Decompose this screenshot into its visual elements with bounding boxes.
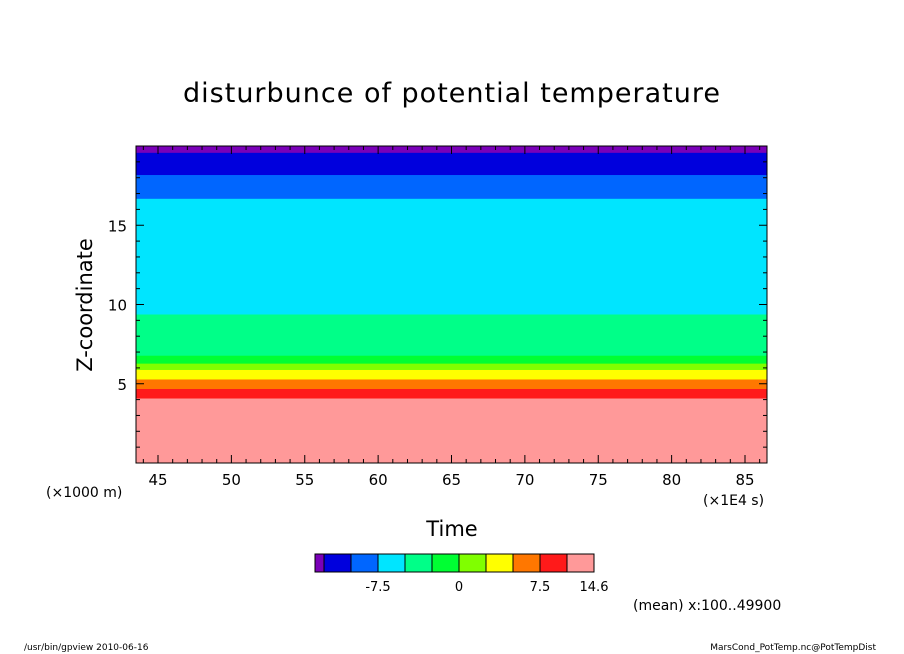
x-tick-label: 55 <box>295 471 314 489</box>
colorbar-tick-label: -7.5 <box>365 580 390 595</box>
y-axis-unit: (×1000 m) <box>46 485 122 501</box>
footer-left: /usr/bin/gpview 2010-06-16 <box>24 643 149 653</box>
x-tick-label: 70 <box>515 471 534 489</box>
y-tick-label: 15 <box>108 217 127 235</box>
contour-band-1 <box>136 388 767 399</box>
x-axis-label: Time <box>425 517 477 541</box>
colorbar-cell-8 <box>512 553 541 573</box>
mean-note: (mean) x:100..49900 <box>633 598 781 614</box>
colorbar-cell-7 <box>485 553 514 573</box>
x-tick-label: 60 <box>369 471 388 489</box>
colorbar-tick-label: 14.6 <box>580 580 609 595</box>
footer-right: MarsCond_PotTemp.nc@PotTempDist <box>710 643 876 653</box>
contour-band-2 <box>136 378 767 390</box>
colorbar-cell-6 <box>458 553 487 573</box>
contour-band-6 <box>136 314 767 356</box>
contour-band-9 <box>136 152 767 176</box>
plot-area <box>136 146 767 464</box>
colorbar-cell-1 <box>323 553 352 573</box>
x-axis-unit: (×1E4 s) <box>703 493 764 509</box>
colorbar-cell-4 <box>404 553 433 573</box>
x-tick-label: 80 <box>662 471 681 489</box>
x-tick-label: 85 <box>735 471 754 489</box>
y-axis-label: Z-coordinate <box>73 238 97 372</box>
contour-band-7 <box>136 198 767 315</box>
contour-band-0 <box>136 398 767 464</box>
x-axis: 45 50 55 60 65 70 75 80 85 <box>142 146 761 489</box>
contour-band-4 <box>136 363 767 370</box>
colorbar-cell-10 <box>566 553 595 573</box>
colorbar-cell-3 <box>377 553 406 573</box>
x-tick-label: 65 <box>442 471 461 489</box>
x-tick-label: 50 <box>222 471 241 489</box>
y-axis: 5 10 15 <box>108 161 767 448</box>
chart-title: disturbunce of potential temperature <box>183 78 721 109</box>
colorbar-cell-0 <box>314 553 325 573</box>
colorbar-tick-label: 7.5 <box>530 580 551 595</box>
x-tick-label: 45 <box>148 471 167 489</box>
colorbar-tick-label: 0 <box>455 580 463 595</box>
colorbar <box>314 553 595 573</box>
contour-band-8 <box>136 174 767 199</box>
colorbar-cell-9 <box>539 553 568 573</box>
y-tick-label: 5 <box>117 376 127 394</box>
colorbar-cell-5 <box>431 553 460 573</box>
contour-band-3 <box>136 369 767 380</box>
colorbar-cell-2 <box>350 553 379 573</box>
x-tick-label: 75 <box>589 471 608 489</box>
contour-band-5 <box>136 355 767 364</box>
y-tick-label: 10 <box>108 297 127 315</box>
colorbar-tick-labels: -7.5 0 7.5 14.6 <box>365 580 608 595</box>
